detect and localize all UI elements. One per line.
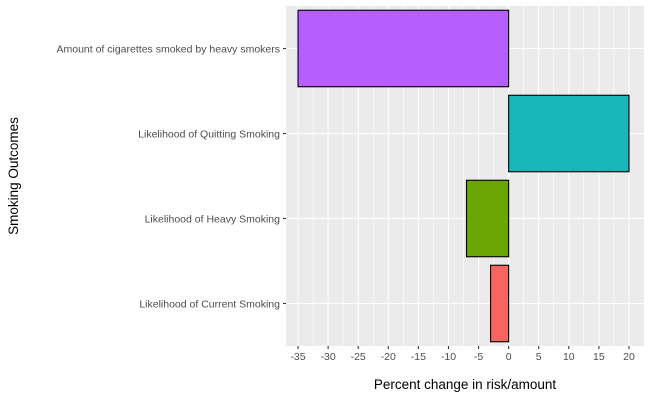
y-tick-label: Amount of cigarettes smoked by heavy smo… [56,43,280,55]
x-tick-label: -20 [381,351,396,363]
x-tick-label: -30 [321,351,336,363]
y-tick-label: Likelihood of Current Smoking [139,298,280,310]
x-axis: -35 -30 -25 -20 -15 -10 -5 0 5 10 15 20 [290,346,635,363]
x-axis-title: Percent change in risk/amount [374,377,557,392]
bars [297,9,630,343]
y-axis-title: Smoking Outcomes [6,117,21,235]
y-tick-label: Likelihood of Heavy Smoking [145,213,281,225]
x-tick-label: 5 [536,351,542,363]
y-tick-label: Likelihood of Quitting Smoking [138,128,280,140]
x-tick-label: 0 [506,351,512,363]
x-tick-label: -25 [351,351,366,363]
x-tick-label: 20 [623,351,635,363]
x-tick-label: -5 [474,351,483,363]
x-tick-label: -35 [290,351,305,363]
x-tick-label: 10 [563,351,575,363]
bar [490,264,510,343]
y-axis: Amount of cigarettes smoked by heavy smo… [56,43,286,310]
x-tick-label: -10 [441,351,456,363]
bar [508,94,630,173]
x-tick-label: 15 [593,351,605,363]
bar [465,179,510,258]
x-tick-label: -15 [411,351,426,363]
bar [297,9,510,88]
